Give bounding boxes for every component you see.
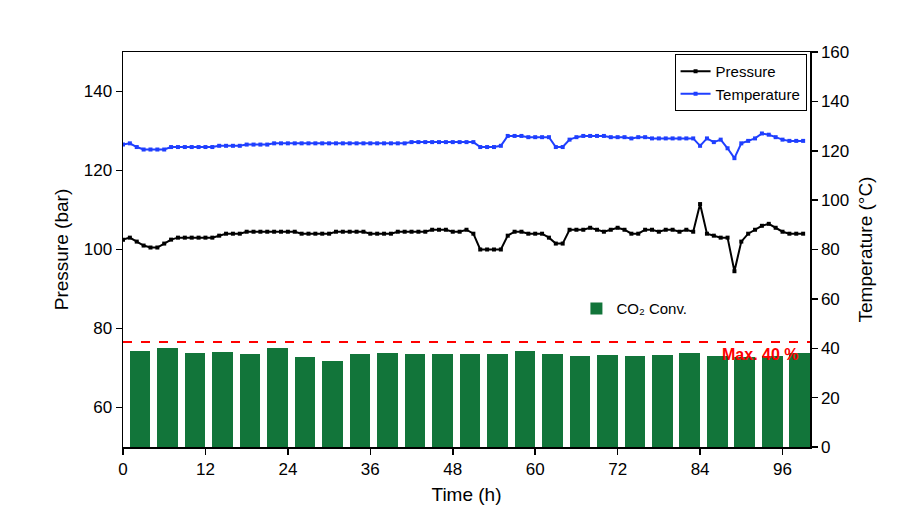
svg-text:20: 20 <box>821 389 840 408</box>
svg-text:160: 160 <box>821 43 849 62</box>
svg-text:100: 100 <box>821 191 849 210</box>
svg-text:Pressure (bar): Pressure (bar) <box>51 189 72 310</box>
svg-text:96: 96 <box>773 460 792 479</box>
svg-text:120: 120 <box>821 142 849 161</box>
svg-text:0: 0 <box>821 438 830 457</box>
svg-text:60: 60 <box>526 460 545 479</box>
svg-text:36: 36 <box>361 460 380 479</box>
svg-text:Pressure: Pressure <box>716 63 776 80</box>
svg-text:48: 48 <box>443 460 462 479</box>
svg-text:0: 0 <box>118 460 127 479</box>
svg-text:Time (h): Time (h) <box>431 484 501 505</box>
svg-text:60: 60 <box>93 398 112 417</box>
svg-text:140: 140 <box>84 82 112 101</box>
svg-text:Temperature (°C): Temperature (°C) <box>855 177 876 323</box>
svg-text:120: 120 <box>84 161 112 180</box>
svg-text:60: 60 <box>821 290 840 309</box>
svg-text:Max. 40 %: Max. 40 % <box>722 346 798 363</box>
svg-text:24: 24 <box>278 460 297 479</box>
svg-text:140: 140 <box>821 92 849 111</box>
svg-text:Temperature: Temperature <box>716 86 800 103</box>
svg-text:CO₂ Conv.: CO₂ Conv. <box>616 300 687 317</box>
svg-text:84: 84 <box>691 460 710 479</box>
svg-text:80: 80 <box>93 319 112 338</box>
svg-text:40: 40 <box>821 339 840 358</box>
svg-text:72: 72 <box>608 460 627 479</box>
svg-text:12: 12 <box>196 460 215 479</box>
svg-text:100: 100 <box>84 240 112 259</box>
svg-text:80: 80 <box>821 240 840 259</box>
